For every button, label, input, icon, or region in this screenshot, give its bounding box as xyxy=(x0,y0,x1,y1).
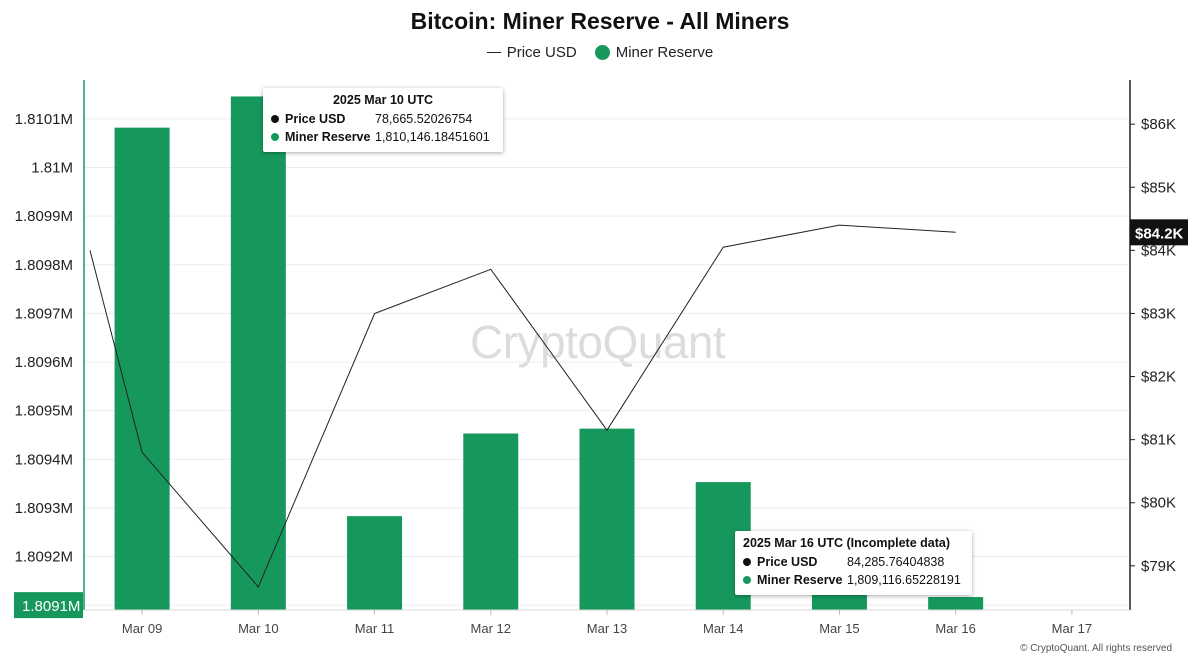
tooltip-title: 2025 Mar 16 UTC (Incomplete data) xyxy=(743,536,951,550)
bar-mar-10[interactable] xyxy=(230,96,286,611)
watermark: CryptoQuant xyxy=(470,316,726,368)
left-axis-ticks: 1.8091M1.8092M1.8093M1.8094M1.8095M1.809… xyxy=(15,111,73,614)
tooltip-mar-10: 2025 Mar 10 UTC Price USD 78,665.5202675… xyxy=(263,88,503,152)
tooltip-price-value: 78,665.52026754 xyxy=(375,112,473,126)
line-series-icon xyxy=(486,52,501,53)
right-tick-label: $86K xyxy=(1141,116,1176,133)
chart-legend: Price USD Miner Reserve xyxy=(0,44,1200,61)
price-dot-icon xyxy=(271,115,279,123)
legend-item-reserve[interactable]: Miner Reserve xyxy=(594,44,714,61)
left-tick-label: 1.8101M xyxy=(15,111,73,128)
right-tick-label: $80K xyxy=(1141,495,1176,512)
tooltip-row-reserve: Miner Reserve 1,809,116.65228191 xyxy=(743,571,964,589)
reserve-dot-icon xyxy=(271,133,279,141)
right-axis-highlight xyxy=(1130,219,1188,246)
left-tick-label: 1.8096M xyxy=(15,354,73,371)
copyright-text: © CryptoQuant. All rights reserved xyxy=(1020,643,1172,654)
left-axis-highlight xyxy=(14,592,83,619)
price-dot-icon xyxy=(743,558,751,566)
tooltip-reserve-value: 1,809,116.65228191 xyxy=(847,573,961,587)
bar-mar-12[interactable] xyxy=(463,433,519,610)
x-tick-label: Mar 14 xyxy=(703,621,743,636)
tooltip-row-price: Price USD 78,665.52026754 xyxy=(271,110,495,128)
tooltip-price-label: Price USD xyxy=(757,555,818,569)
right-tick-label: $84K xyxy=(1141,242,1176,259)
x-tick-label: Mar 12 xyxy=(471,621,511,636)
bar-mar-16[interactable] xyxy=(928,597,984,610)
left-tick-label: 1.8094M xyxy=(15,451,73,468)
x-tick-label: Mar 11 xyxy=(355,621,395,636)
line-series xyxy=(89,224,956,588)
tooltip-mar-16: 2025 Mar 16 UTC (Incomplete data) Price … xyxy=(735,531,972,595)
left-tick-label: 1.81M xyxy=(31,160,73,177)
legend-item-price[interactable]: Price USD xyxy=(486,44,577,61)
tooltip-reserve-label: Miner Reserve xyxy=(285,130,371,144)
bar-mar-09[interactable] xyxy=(114,127,170,611)
left-tick-label: 1.8099M xyxy=(15,208,73,225)
tooltip-price-value: 84,285.76404838 xyxy=(847,555,945,569)
left-tick-label: 1.8098M xyxy=(15,257,73,274)
tooltip-reserve-value: 1,810,146.18451601 xyxy=(375,130,490,144)
x-tick-label: Mar 16 xyxy=(935,621,975,636)
right-tick-label: $82K xyxy=(1141,369,1176,386)
tooltip-row-price: Price USD 84,285.76404838 xyxy=(743,553,964,571)
tooltip-title: 2025 Mar 10 UTC xyxy=(332,93,434,107)
bar-mar-11[interactable] xyxy=(347,516,403,610)
left-tick-label: 1.8092M xyxy=(15,549,73,566)
chart-title: Bitcoin: Miner Reserve - All Miners xyxy=(410,8,790,34)
tooltip-price-label: Price USD xyxy=(285,112,346,126)
left-tick-label: 1.8093M xyxy=(15,500,73,517)
right-axis-ticks: $79K $80K $81K $82K $83K $84K $85K $86K xyxy=(1130,116,1176,575)
bar-series xyxy=(114,96,984,611)
reserve-dot-icon xyxy=(743,576,751,584)
axis-highlights: 1.8091M $84.2K xyxy=(14,219,1188,619)
x-tick-label: Mar 15 xyxy=(819,621,859,636)
x-axis-ticks: Mar 09 Mar 10 Mar 11 Mar 12 Mar 13 Mar 14 Mar … xyxy=(122,610,1092,636)
legend-label-price: Price USD xyxy=(506,44,577,61)
x-tick-label: Mar 17 xyxy=(1052,621,1092,636)
bar-mar-13[interactable] xyxy=(579,428,635,610)
left-tick-label: 1.8097M xyxy=(15,305,73,322)
bar-series-dot-icon xyxy=(594,45,610,60)
right-tick-label: $83K xyxy=(1141,305,1176,322)
legend-label-reserve: Miner Reserve xyxy=(615,44,714,61)
left-tick-label: 1.8095M xyxy=(15,403,73,420)
price-line[interactable] xyxy=(89,224,956,588)
right-tick-label: $81K xyxy=(1141,432,1176,449)
tooltip-row-reserve: Miner Reserve 1,810,146.18451601 xyxy=(271,128,495,146)
right-axis-highlight-label: $84.2K xyxy=(1135,225,1184,242)
tooltip-reserve-label: Miner Reserve xyxy=(757,573,843,587)
x-tick-label: Mar 13 xyxy=(587,621,627,636)
right-tick-label: $85K xyxy=(1141,179,1176,196)
right-tick-label: $79K xyxy=(1141,558,1176,575)
left-axis-highlight-label: 1.8091M xyxy=(22,598,80,615)
x-tick-label: Mar 10 xyxy=(238,621,278,636)
x-tick-label: Mar 09 xyxy=(122,621,162,636)
